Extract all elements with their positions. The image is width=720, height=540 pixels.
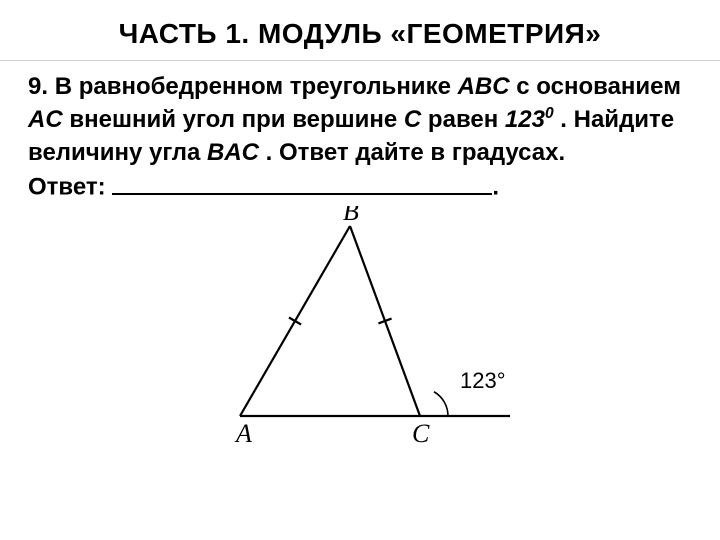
problem-t3: равен [421,106,505,133]
problem-t0: В равнобедренном треугольнике [55,73,458,100]
answer-blank[interactable] [112,171,492,195]
label-B: B [343,206,359,226]
triangle-name: ABC [458,73,510,100]
answer-label: Ответ: [28,174,106,201]
vertex-name: C [404,106,421,133]
target-angle: BAC [207,139,259,166]
title-divider [0,60,720,61]
angle-arc [434,392,448,416]
problem-text: 9. В равнобедренном треугольнике ABC с о… [28,71,692,169]
tick-AB [289,317,301,324]
ext-angle-value: 123 [505,106,545,133]
base-name: AC [28,106,63,133]
label-C: C [412,419,430,448]
triangle-figure: 123° A B C [180,206,540,456]
problem-t5: . Ответ дайте в градусах. [259,139,565,166]
problem-number: 9. [28,73,48,100]
page-title: ЧАСТЬ 1. МОДУЛЬ «ГЕОМЕТРИЯ» [28,18,692,50]
problem-t1: с основанием [510,73,681,100]
answer-dot: . [492,174,499,201]
ext-angle-sup: 0 [545,105,554,122]
angle-label: 123° [460,368,506,393]
answer-line: Ответ: . [28,171,692,202]
figure-container: 123° A B C [28,206,692,461]
label-A: A [234,419,252,448]
problem-t2: внешний угол при вершине [63,106,404,133]
